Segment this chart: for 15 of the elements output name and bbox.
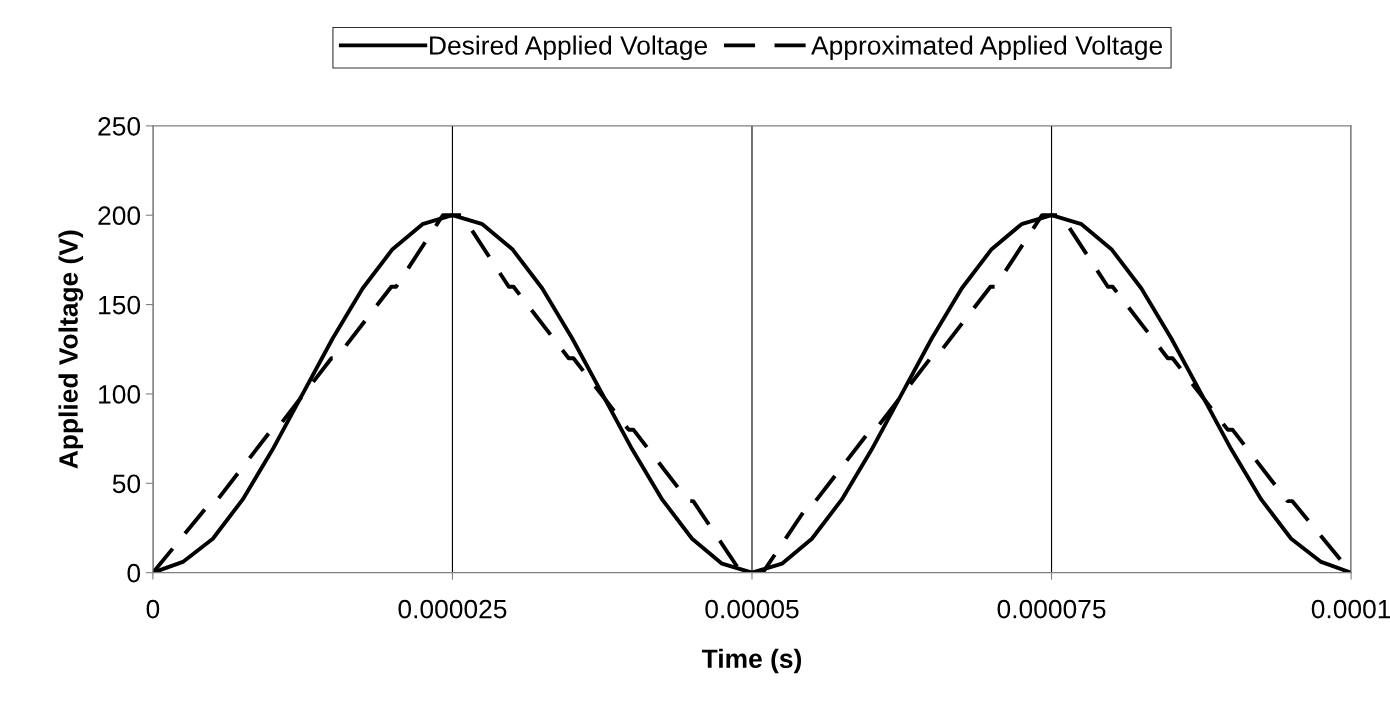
x-tick-label: 0.00005 [705, 599, 799, 619]
y-tick-label: 250 [98, 116, 141, 136]
x-tick-label: 0.000025 [398, 599, 507, 619]
x-axis-title: Time (s) [701, 648, 802, 674]
y-axis-title: Applied Voltage (V) [58, 230, 84, 469]
y-tick-label: 50 [112, 474, 141, 494]
x-tick-label: 0 [146, 599, 160, 619]
y-tick-label: 0 [127, 563, 141, 583]
x-tick-label: 0.000075 [997, 599, 1106, 619]
y-tick-label: 100 [99, 385, 141, 404]
legend-label: Approximated Applied Voltage [811, 35, 1162, 61]
y-tick-label: 150 [99, 295, 141, 315]
y-tick-label: 200 [98, 206, 141, 226]
legend-label: Desired Applied Voltage [430, 35, 707, 61]
x-tick-label: 0.0001 [1311, 599, 1390, 619]
